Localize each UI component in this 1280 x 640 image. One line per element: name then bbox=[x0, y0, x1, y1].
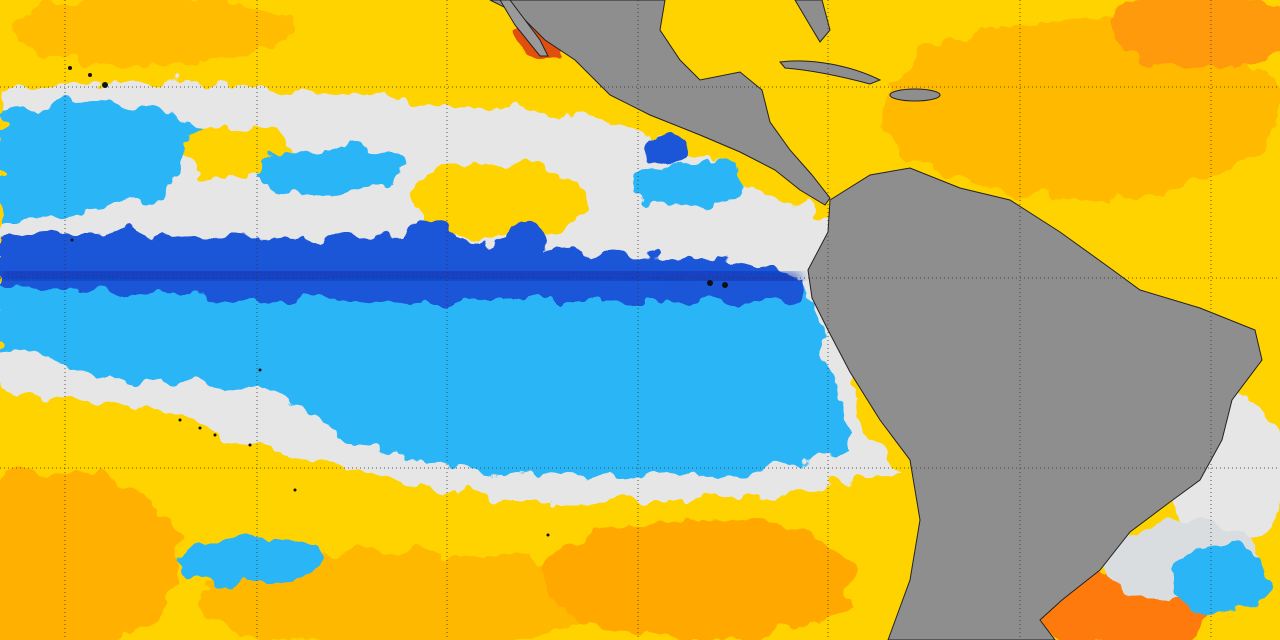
islands bbox=[68, 66, 728, 537]
cool-anomaly bbox=[0, 102, 1270, 615]
land bbox=[489, 0, 1263, 640]
equator-core bbox=[0, 267, 801, 285]
strong-cool-anomaly bbox=[0, 135, 810, 300]
